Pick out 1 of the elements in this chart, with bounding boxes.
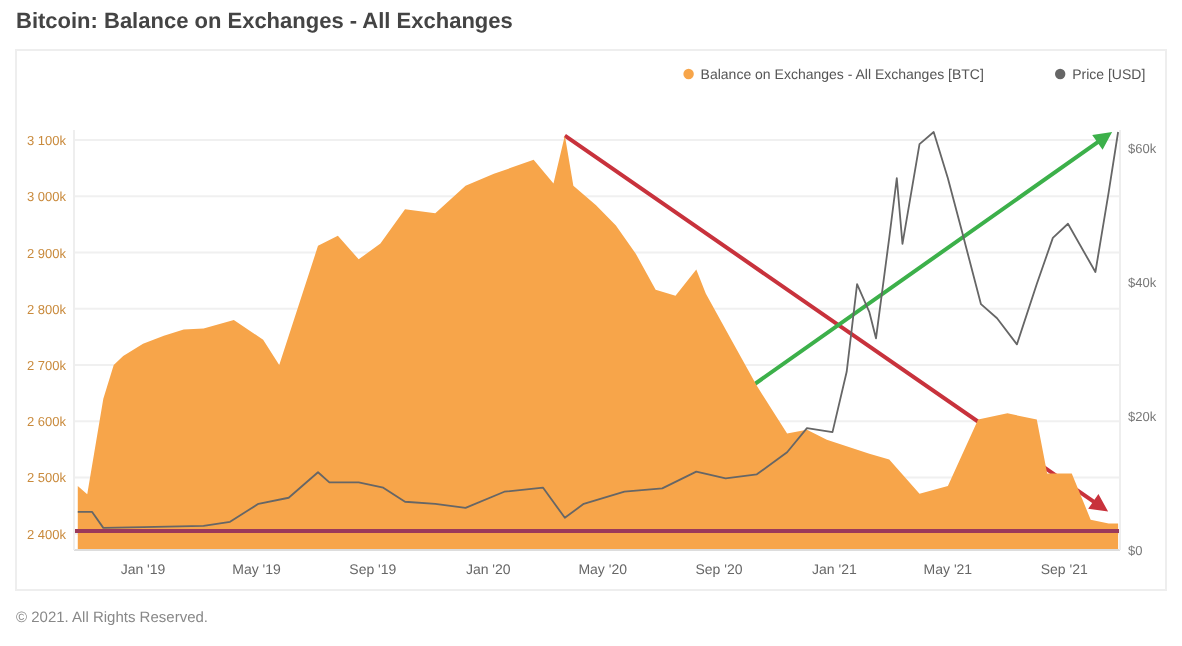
chart-title: Bitcoin: Balance on Exchanges - All Exchanges — [16, 10, 513, 34]
